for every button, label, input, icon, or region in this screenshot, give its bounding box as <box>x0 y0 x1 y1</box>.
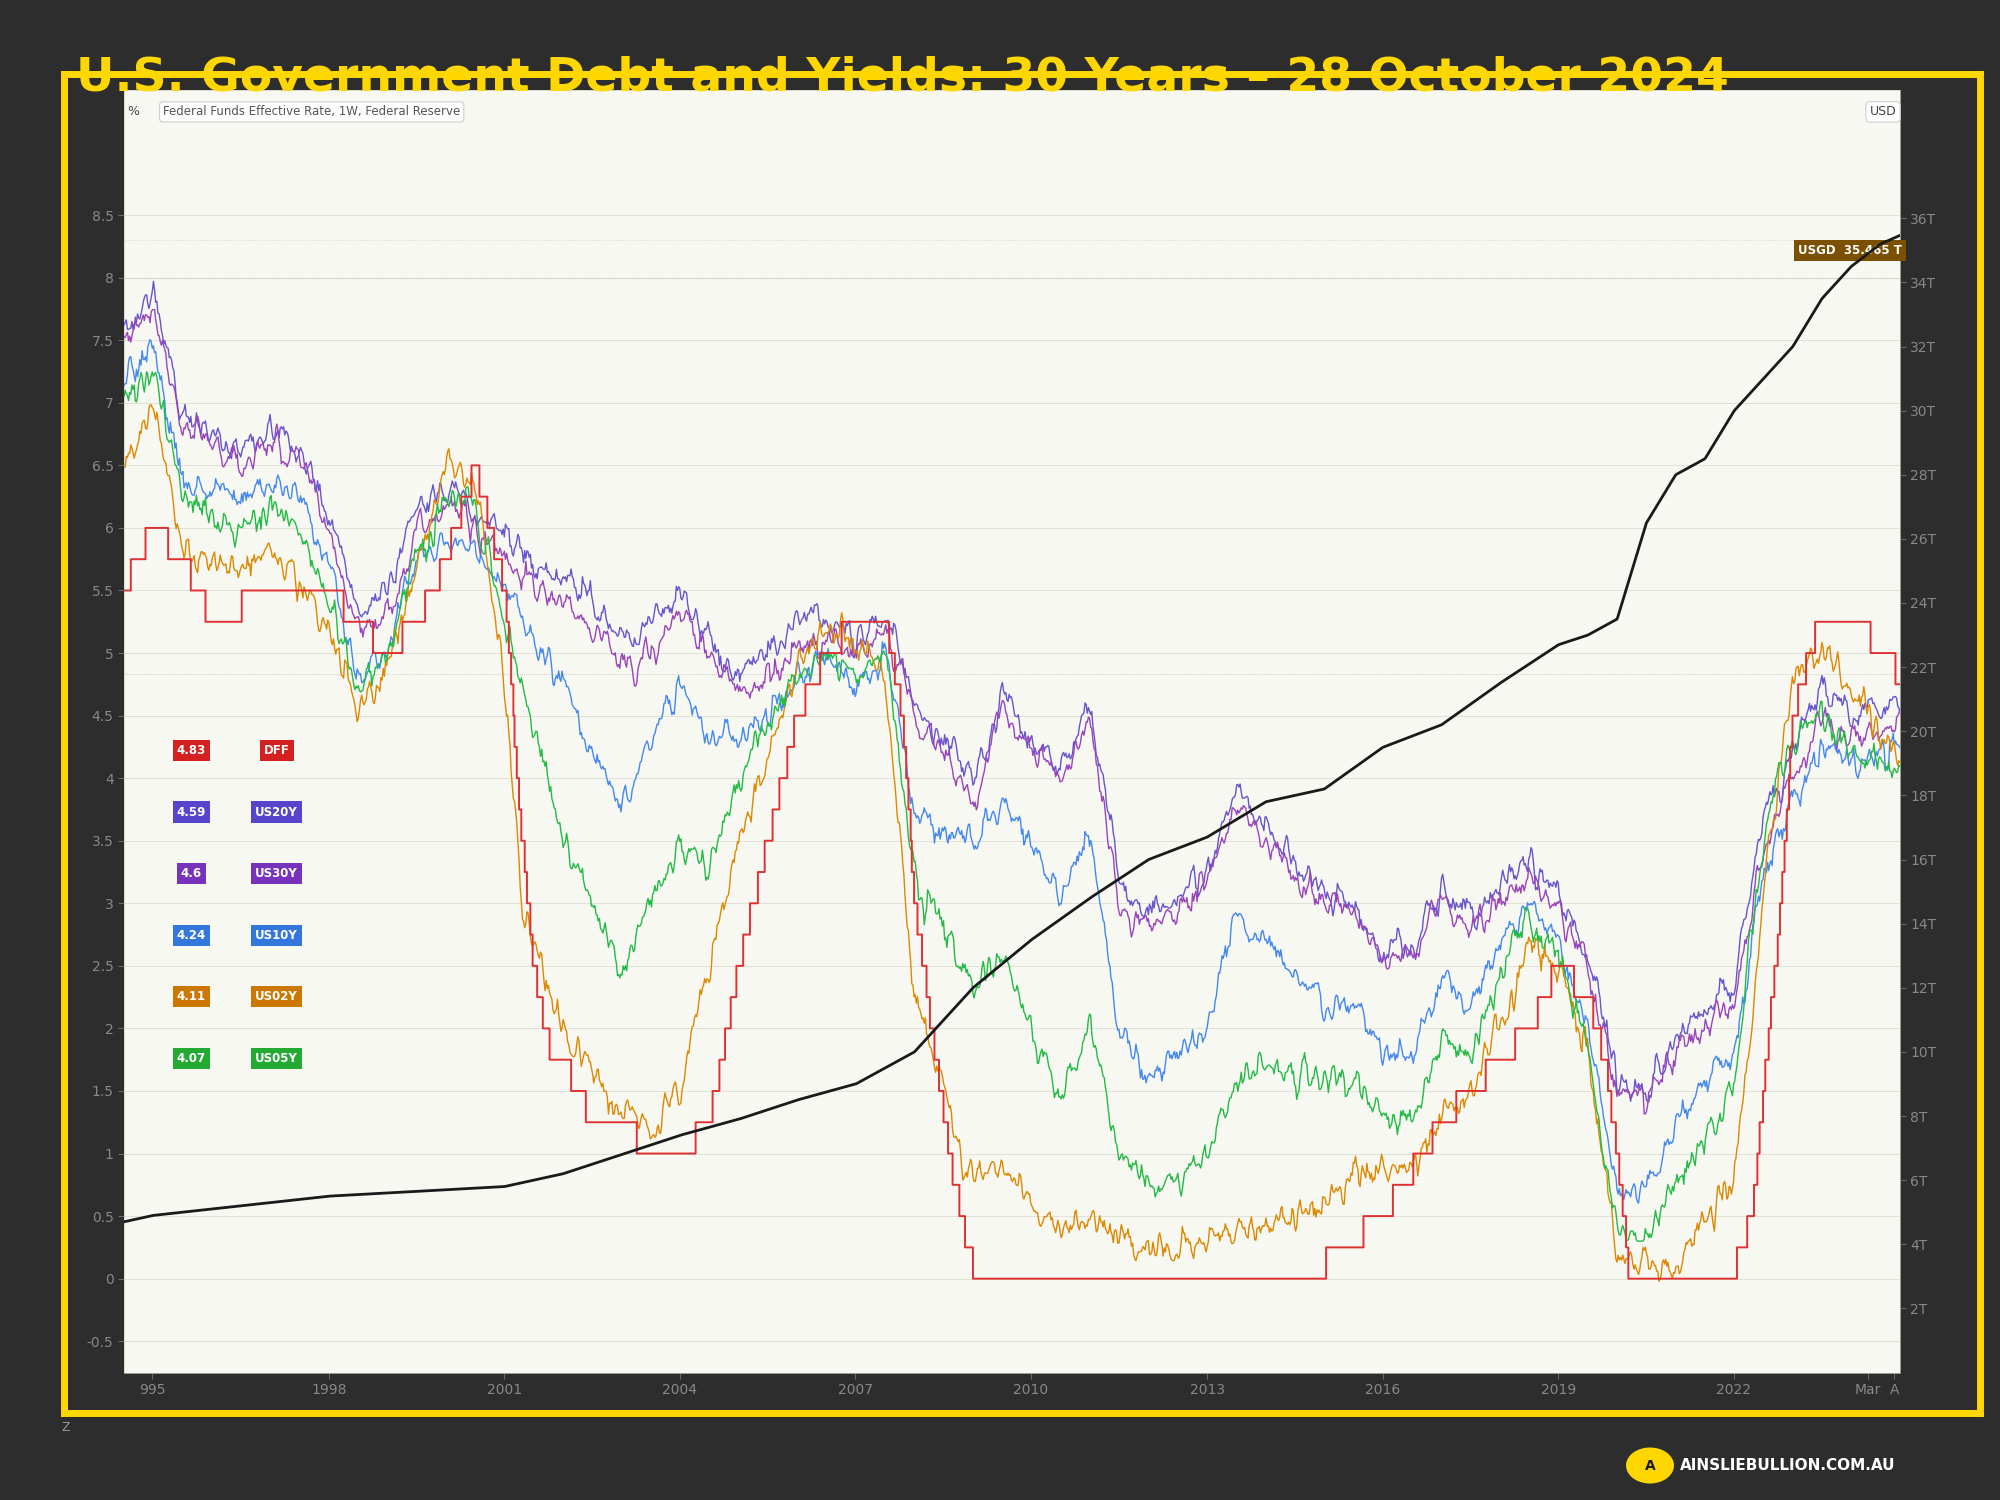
Text: A: A <box>1644 1458 1656 1473</box>
Text: USD: USD <box>1870 105 1896 118</box>
Text: Z: Z <box>62 1420 70 1434</box>
Text: US02Y: US02Y <box>256 990 298 1004</box>
Text: 4.59: 4.59 <box>176 806 206 819</box>
Text: US05Y: US05Y <box>256 1052 298 1065</box>
Text: AINSLIEBULLION.COM.AU: AINSLIEBULLION.COM.AU <box>1680 1458 1896 1473</box>
Text: US20Y: US20Y <box>256 806 298 819</box>
Text: DFF: DFF <box>264 744 290 758</box>
Text: 4.24: 4.24 <box>176 928 206 942</box>
Text: USGD  35.465 T: USGD 35.465 T <box>1798 244 1902 256</box>
Text: 4.11: 4.11 <box>176 990 206 1004</box>
Text: 4.83: 4.83 <box>176 744 206 758</box>
Text: 4.6: 4.6 <box>180 867 202 880</box>
Text: %: % <box>128 105 140 118</box>
Text: 4.07: 4.07 <box>176 1052 206 1065</box>
Text: Federal Funds Effective Rate, 1W, Federal Reserve: Federal Funds Effective Rate, 1W, Federa… <box>164 105 460 118</box>
Text: U.S. Government Debt and Yields: 30 Years – 28 October 2024: U.S. Government Debt and Yields: 30 Year… <box>76 56 1728 100</box>
Text: US30Y: US30Y <box>256 867 298 880</box>
Text: US10Y: US10Y <box>256 928 298 942</box>
